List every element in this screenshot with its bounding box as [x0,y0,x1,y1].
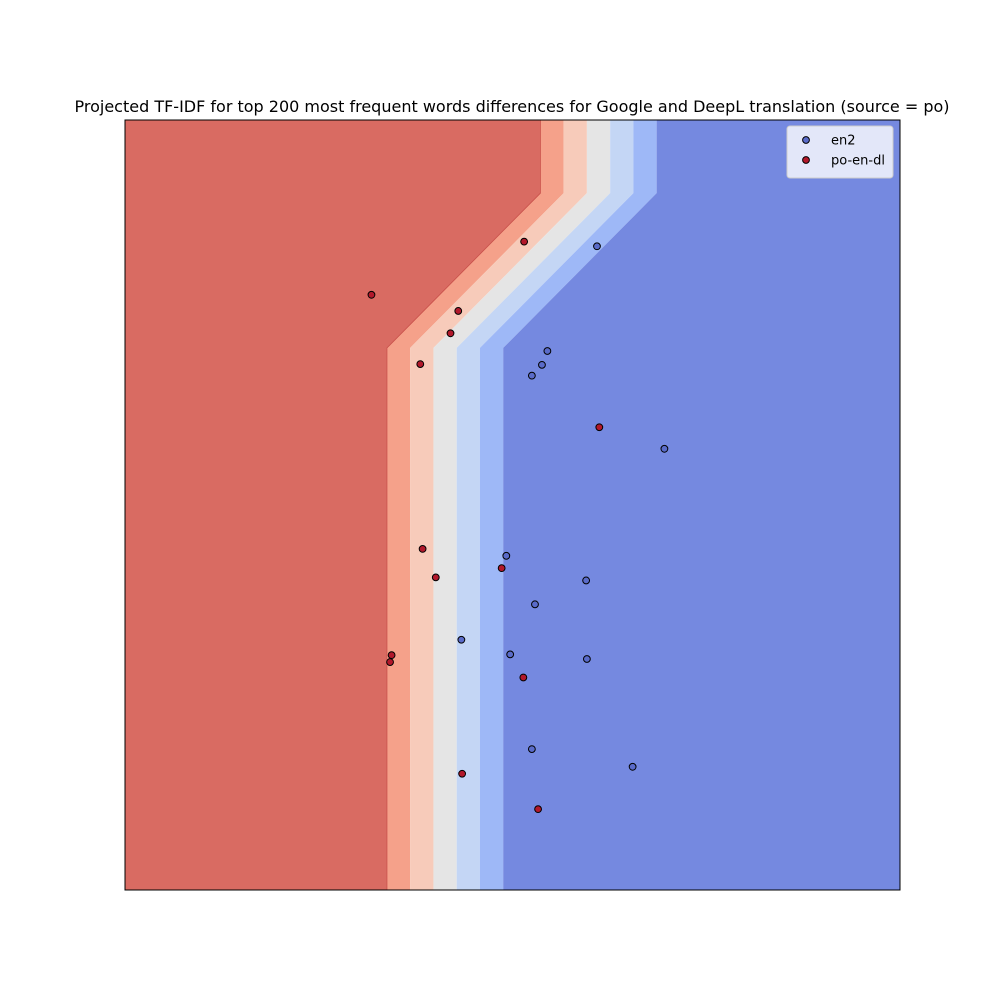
point-en2 [582,576,591,585]
point-en2 [502,551,511,560]
point-po-en-dl [387,651,396,660]
region-band [456,120,634,890]
region-band [479,120,657,890]
point-en2 [583,655,591,663]
legend-label-po-en-dl: po-en-dl [831,154,885,169]
plot-frame [124,119,901,891]
legend-box [786,125,894,179]
point-po-en-dl [519,673,528,682]
point-en2 [531,600,539,609]
point-en2 [538,360,546,369]
point-po-en-dl [534,805,542,814]
point-po-en-dl [595,423,604,432]
point-en2 [506,650,515,659]
point-po-en-dl [386,658,394,666]
region-boundary [386,120,541,890]
point-en2 [457,635,466,644]
region-band [125,120,541,890]
point-en2 [660,444,669,453]
chart-title: Projected TF-IDF for top 200 most freque… [74,97,949,116]
point-en2 [543,347,552,355]
point-en2 [593,242,601,251]
point-po-en-dl [458,769,467,778]
point-po-en-dl [416,360,425,368]
scatter-points [367,237,669,814]
point-po-en-dl [431,573,440,582]
region-band [433,120,611,890]
legend-label-en2: en2 [831,134,856,149]
legend: en2 po-en-dl [786,125,894,179]
point-po-en-dl [446,329,455,338]
region-band [410,120,587,890]
point-en2 [628,762,637,771]
point-po-en-dl [367,290,376,299]
legend-marker-en2 [802,136,810,144]
point-en2 [527,371,536,380]
point-po-en-dl [454,307,463,315]
region-band [386,120,564,890]
point-po-en-dl [520,237,529,246]
legend-marker-po-en-dl [802,156,810,164]
decision-regions [125,120,900,890]
point-en2 [527,745,536,753]
point-po-en-dl [418,544,427,553]
point-po-en-dl [497,564,506,573]
region-band [503,120,900,890]
